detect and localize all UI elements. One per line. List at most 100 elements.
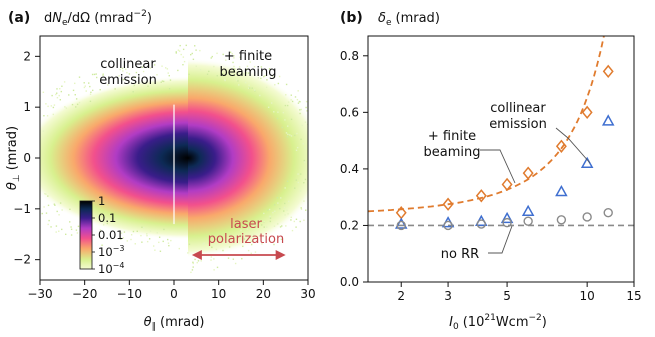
panel-b: (b) δe (mrad) 2 3 5 10 15 0.0 0.2 0.4 0.6 0.8 I0 (1… xyxy=(340,10,642,332)
b-ytick-label: 0.4 xyxy=(340,162,359,176)
noise-dot xyxy=(133,85,135,87)
noise-dot xyxy=(168,87,171,90)
noise-dot xyxy=(149,67,152,69)
noise-dot xyxy=(195,49,197,51)
noise-dot xyxy=(95,73,97,75)
noise-dot xyxy=(277,111,279,113)
noise-dot xyxy=(280,238,283,241)
triangle-marker xyxy=(500,211,514,224)
noise-dot xyxy=(286,136,289,138)
noise-dot xyxy=(273,243,275,246)
fit-curve xyxy=(368,36,605,213)
noise-dot xyxy=(161,65,163,67)
noise-dot xyxy=(210,57,212,59)
noise-dot xyxy=(233,68,235,70)
noise-dot xyxy=(46,115,49,117)
noise-dot xyxy=(59,88,61,90)
noise-dot xyxy=(52,113,55,116)
noise-dot xyxy=(238,84,240,86)
noise-dot xyxy=(141,226,143,228)
noise-dot xyxy=(251,87,253,89)
noise-dot xyxy=(136,230,138,233)
triangle-marker xyxy=(555,184,568,197)
a-xtick-label: 30 xyxy=(300,287,315,301)
noise-dot xyxy=(228,74,230,76)
noise-dot xyxy=(119,68,121,71)
a-ytick-label: 1 xyxy=(23,100,31,114)
noise-dot xyxy=(168,74,170,77)
noise-dot xyxy=(225,59,227,61)
noise-dot xyxy=(72,89,75,92)
noise-dot xyxy=(43,206,45,208)
noise-dot xyxy=(227,257,230,259)
a-ytick-label: −2 xyxy=(13,253,31,267)
a-xtick-label: 0 xyxy=(170,287,178,301)
noise-dot xyxy=(273,225,276,227)
noise-dot xyxy=(45,212,48,214)
noise-dot xyxy=(123,231,126,233)
polarization-arrow xyxy=(191,250,286,260)
noise-dot xyxy=(290,94,293,96)
noise-dot xyxy=(248,87,250,89)
noise-dot xyxy=(229,51,232,54)
noise-dot xyxy=(156,74,158,76)
noise-dot xyxy=(93,73,96,76)
noise-dot xyxy=(214,238,217,240)
noise-dot xyxy=(245,68,248,70)
noise-dot xyxy=(303,200,305,202)
a-xtick-label: 20 xyxy=(256,287,271,301)
noise-dot xyxy=(267,209,269,211)
noise-dot xyxy=(263,226,265,228)
b-xtick-label: 3 xyxy=(444,289,452,303)
noise-dot xyxy=(210,256,213,258)
noise-dot xyxy=(261,243,263,245)
noise-dot xyxy=(188,73,190,76)
noise-dot xyxy=(89,93,92,95)
noise-dot xyxy=(122,78,125,81)
noise-dot xyxy=(141,241,143,243)
noise-dot xyxy=(300,108,302,111)
noise-dot xyxy=(253,224,255,226)
circle-marker xyxy=(396,220,406,231)
noise-dot xyxy=(195,65,197,68)
noise-dot xyxy=(48,219,50,222)
noise-dot xyxy=(280,197,282,199)
noise-dot xyxy=(279,226,282,228)
noise-dot xyxy=(298,100,301,103)
noise-dot xyxy=(281,126,283,129)
noise-dot xyxy=(99,88,101,91)
noise-dot xyxy=(299,112,301,115)
noise-dot xyxy=(230,234,232,236)
b-xtick-label: 5 xyxy=(503,289,511,303)
annotation-finite-beaming: + finite beaming xyxy=(220,49,277,80)
noise-dot xyxy=(50,105,53,107)
noise-dot xyxy=(76,232,79,234)
heatmap-left-half xyxy=(40,76,188,240)
panel-b-frame xyxy=(367,35,635,283)
noise-dot xyxy=(290,99,292,101)
noise-dot xyxy=(183,60,186,63)
noise-dot xyxy=(269,220,272,223)
noise-dot xyxy=(75,98,78,100)
noise-dot xyxy=(132,230,135,233)
noise-dot xyxy=(277,82,280,85)
noise-dot xyxy=(267,106,270,109)
noise-dot xyxy=(300,138,302,141)
a-xtick-label: −10 xyxy=(117,287,142,301)
noise-dot xyxy=(304,178,307,181)
noise-dot xyxy=(279,207,281,210)
colorbar-tick-label: 0.1 xyxy=(98,211,116,225)
noise-dot xyxy=(89,100,92,102)
noise-dot xyxy=(297,90,299,92)
noise-dot xyxy=(163,228,165,231)
noise-dot xyxy=(162,80,165,83)
a-xtick-label: −30 xyxy=(27,287,52,301)
noise-dot xyxy=(291,229,294,232)
noise-dot xyxy=(271,75,274,77)
a-ytick-label: 2 xyxy=(23,49,31,63)
noise-dot xyxy=(78,76,81,78)
diamond-marker xyxy=(442,197,454,211)
noise-dot xyxy=(260,224,263,226)
